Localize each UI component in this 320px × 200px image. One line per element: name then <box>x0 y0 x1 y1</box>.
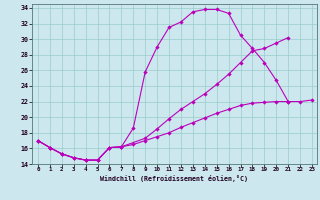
X-axis label: Windchill (Refroidissement éolien,°C): Windchill (Refroidissement éolien,°C) <box>100 175 248 182</box>
